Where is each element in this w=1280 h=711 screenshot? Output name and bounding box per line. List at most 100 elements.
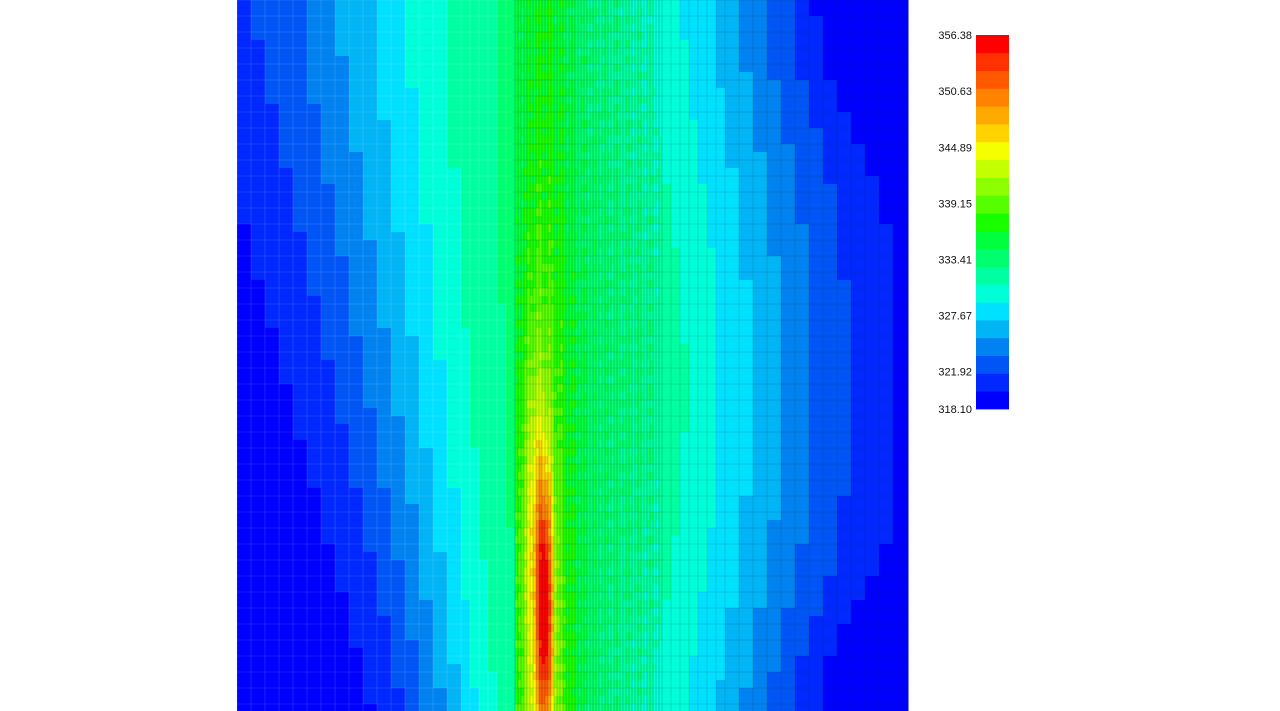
heatmap-cell xyxy=(599,224,603,233)
heatmap-cell xyxy=(566,56,570,65)
heatmap-cell xyxy=(602,16,606,25)
heatmap-cell xyxy=(521,392,525,401)
heatmap-cell xyxy=(557,88,561,97)
heatmap-cell xyxy=(563,688,567,697)
heatmap-cell xyxy=(265,624,280,633)
heatmap-cell xyxy=(533,544,537,553)
heatmap-cell xyxy=(433,576,448,585)
heatmap-cell xyxy=(560,688,564,697)
heatmap-cell xyxy=(530,592,534,601)
heatmap-cell xyxy=(251,344,266,353)
heatmap-cell xyxy=(563,520,567,529)
heatmap-cell xyxy=(578,112,582,121)
heatmap-cell xyxy=(405,24,420,33)
heatmap-cell xyxy=(349,664,364,673)
heatmap-cell xyxy=(578,640,582,649)
heatmap-cell xyxy=(548,80,552,89)
heatmap-cell xyxy=(279,136,294,145)
heatmap-cell xyxy=(497,136,507,145)
heatmap-cell xyxy=(557,448,561,457)
heatmap-cell xyxy=(530,432,534,441)
heatmap-cell xyxy=(497,632,507,641)
heatmap-cell xyxy=(581,648,585,657)
heatmap-cell xyxy=(335,120,350,129)
heatmap-cell xyxy=(590,304,594,313)
heatmap-cell xyxy=(548,112,552,121)
heatmap-cell xyxy=(470,168,480,177)
heatmap-cell xyxy=(515,664,519,673)
heatmap-cell xyxy=(605,520,609,529)
heatmap-cell xyxy=(307,24,322,33)
heatmap-cell xyxy=(599,704,603,711)
heatmap-cell xyxy=(593,632,597,641)
heatmap-cell xyxy=(237,200,252,209)
heatmap-cell xyxy=(518,0,522,9)
heatmap-cell xyxy=(611,168,615,177)
heatmap-cell xyxy=(391,48,406,57)
heatmap-cell xyxy=(563,648,567,657)
heatmap-cell xyxy=(557,368,561,377)
heatmap-cell xyxy=(515,568,519,577)
heatmap-cell xyxy=(237,288,252,297)
heatmap-cell xyxy=(575,672,579,681)
heatmap-cell xyxy=(536,120,540,129)
heatmap-cell xyxy=(521,632,525,641)
heatmap-cell xyxy=(419,392,434,401)
heatmap-cell xyxy=(521,272,525,281)
heatmap-cell xyxy=(614,360,618,369)
heatmap-cell xyxy=(551,328,555,337)
heatmap-cell xyxy=(614,272,618,281)
heatmap-cell xyxy=(575,24,579,33)
heatmap-cell xyxy=(515,632,519,641)
heatmap-cell xyxy=(479,224,489,233)
heatmap-cell xyxy=(335,656,350,665)
heatmap-cell xyxy=(530,184,534,193)
heatmap-cell xyxy=(590,376,594,385)
heatmap-cell xyxy=(536,640,540,649)
heatmap-cell xyxy=(590,648,594,657)
heatmap-cell xyxy=(307,392,322,401)
heatmap-cell xyxy=(265,408,280,417)
heatmap-cell xyxy=(307,8,322,17)
heatmap-cell xyxy=(590,592,594,601)
heatmap-cell xyxy=(279,224,294,233)
heatmap-cell xyxy=(479,688,489,697)
heatmap-cell xyxy=(419,328,434,337)
heatmap-cell xyxy=(293,616,308,625)
heatmap-cell xyxy=(433,344,448,353)
heatmap-cell xyxy=(536,160,540,169)
heatmap-cell xyxy=(237,632,252,641)
heatmap-cell xyxy=(265,344,280,353)
heatmap-cell xyxy=(611,200,615,209)
heatmap-cell xyxy=(279,552,294,561)
heatmap-cell xyxy=(581,24,585,33)
heatmap-cell xyxy=(405,144,420,153)
heatmap-cell xyxy=(599,88,603,97)
heatmap-cell xyxy=(321,624,336,633)
heatmap-cell xyxy=(590,464,594,473)
heatmap-cell xyxy=(530,560,534,569)
heatmap-cell xyxy=(524,680,528,689)
heatmap-cell xyxy=(515,296,519,305)
heatmap-cell xyxy=(602,616,606,625)
heatmap-cell xyxy=(237,0,252,9)
heatmap-cell xyxy=(237,400,252,409)
heatmap-cell xyxy=(447,568,462,577)
heatmap-cell xyxy=(599,288,603,297)
heatmap-cell xyxy=(569,432,573,441)
heatmap-cell xyxy=(569,616,573,625)
heatmap-cell xyxy=(521,184,525,193)
heatmap-cell xyxy=(560,312,564,321)
heatmap-cell xyxy=(530,512,534,521)
heatmap-cell xyxy=(506,128,516,137)
heatmap-cell xyxy=(536,296,540,305)
heatmap-cell xyxy=(293,392,308,401)
heatmap-cell xyxy=(560,56,564,65)
heatmap-cell xyxy=(545,664,549,673)
heatmap-cell xyxy=(293,120,308,129)
heatmap-cell xyxy=(405,416,420,425)
heatmap-cell xyxy=(584,592,588,601)
heatmap-cell xyxy=(515,48,519,57)
heatmap-cell xyxy=(539,568,543,577)
heatmap-cell xyxy=(539,288,543,297)
